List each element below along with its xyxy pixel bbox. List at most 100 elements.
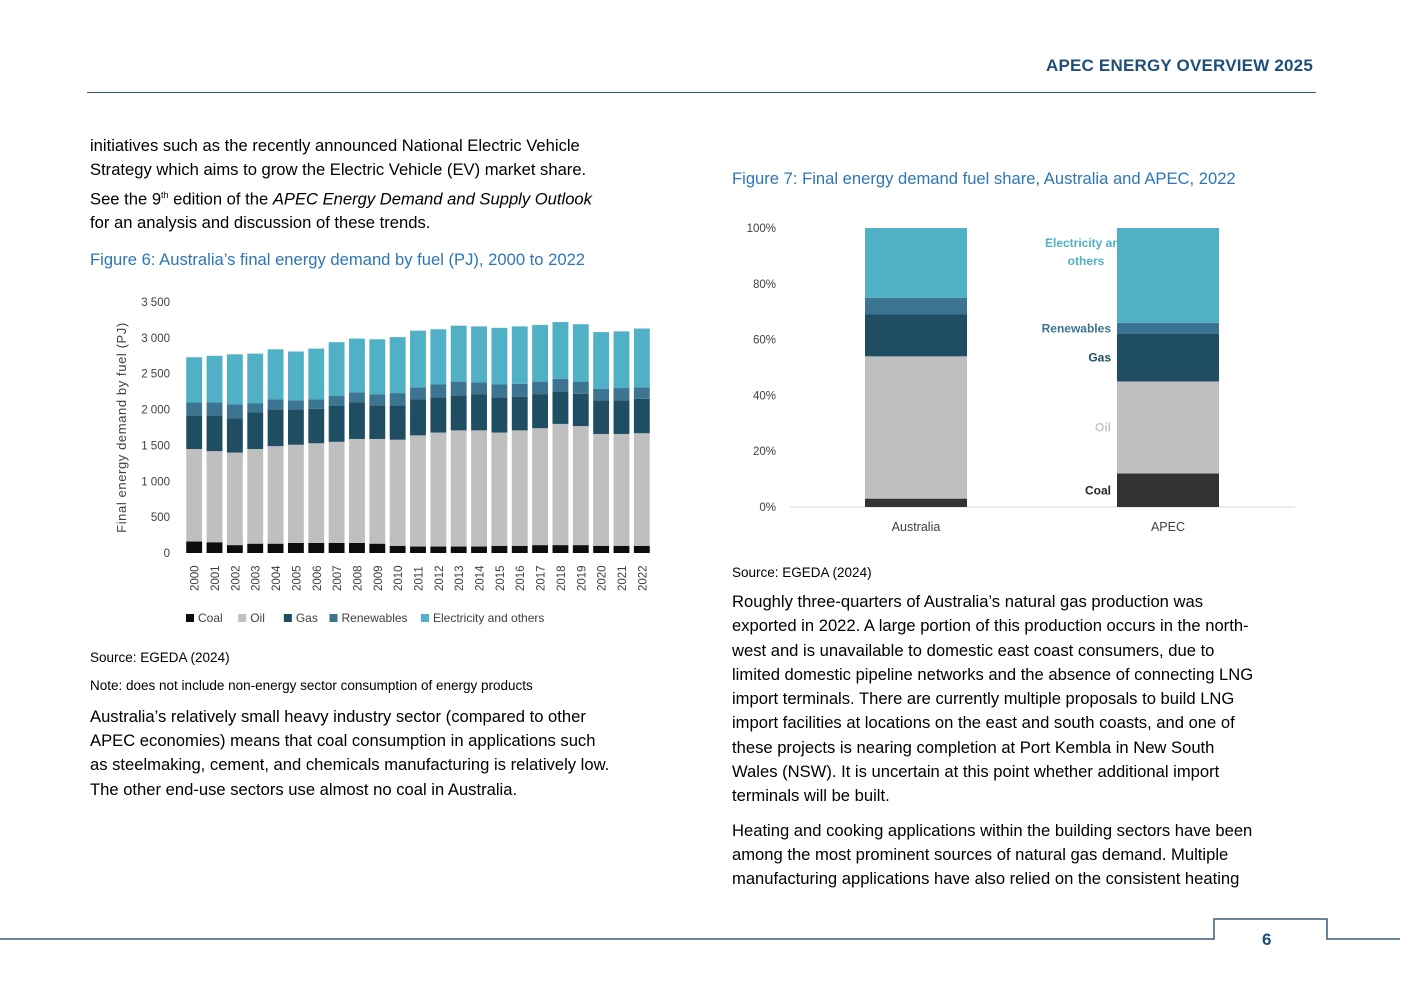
bar-segment-electricity-and-others (633, 328, 650, 388)
bar-segment-electricity-and-others (450, 325, 467, 382)
x-tick-label: 2009 (373, 565, 385, 591)
figure-6-note: Note: does not include non-energy sector… (90, 677, 533, 693)
bar-segment-renewables (247, 402, 264, 413)
bar-segment-oil (633, 432, 650, 546)
x-tick-label: 2015 (495, 565, 507, 591)
para-line: The other end-use sectors use almost no … (90, 779, 518, 799)
y-tick-label: 3 000 (141, 333, 170, 345)
bar-segment-oil (572, 425, 589, 545)
para-line: among the most prominent sources of natu… (732, 844, 1229, 864)
bar-segment-renewables (206, 402, 223, 416)
heating-paragraph: Heating and cooking applications within … (732, 819, 1322, 892)
legend-label: Coal (198, 611, 223, 625)
bar-segment-coal (572, 544, 589, 553)
bar-segment-coal (552, 544, 569, 553)
bar-segment-oil (491, 432, 508, 546)
para-line: Australia’s relatively small heavy indus… (90, 706, 586, 726)
bar-segment-electricity-and-others (267, 349, 284, 400)
x-tick-label: 2008 (352, 565, 364, 591)
x-tick-label: 2017 (536, 565, 548, 591)
x-tick-label: 2013 (454, 565, 466, 591)
bar-segment-gas (328, 405, 345, 442)
figure-6-chart: 0 500 1 000 1 500 2 000 2 500 3 000 3 500 Final … (114, 297, 650, 625)
x-tick-label: 2022 (637, 565, 649, 591)
bar-segment-oil (593, 433, 610, 546)
x-tick-label: 2004 (271, 565, 283, 591)
bar-segment-coal (593, 545, 610, 553)
bar-segment-gas (552, 391, 569, 424)
bar-segment-oil (450, 430, 467, 547)
bar-segment-renewables (267, 399, 284, 410)
bar-segment-gas (308, 408, 325, 443)
legend-label: Electricity and others (433, 611, 544, 625)
footer-rule (0, 918, 1400, 940)
bar-segment-electricity-and-others (593, 331, 610, 389)
bar-segment-oil (267, 445, 284, 544)
y-tick-label: 1 500 (141, 440, 170, 452)
para-line: APEC economies) means that coal consumpt… (90, 731, 596, 751)
bar-segment-renewables (471, 382, 487, 395)
figure-6-source: Source: EGEDA (2024) (90, 649, 230, 665)
x-tick-label: 2007 (332, 565, 344, 591)
bar-segment-renewables (328, 395, 345, 406)
bar-segment-electricity-and-others (511, 326, 528, 384)
bar-segment-coal (865, 498, 967, 507)
bar-segment-renewables (410, 387, 426, 400)
header-rule (87, 92, 1316, 93)
bar-segment-gas (430, 397, 447, 433)
y-tick-label: 0 (164, 548, 170, 560)
bar-segment-gas (287, 409, 304, 445)
para-line: Roughly three-quarters of Australia’s na… (732, 592, 1204, 611)
bar-segment-electricity-and-others (287, 351, 304, 400)
bar-segment-oil (1117, 381, 1219, 474)
bar-segment-oil (206, 450, 223, 542)
x-tick-label: 2010 (393, 565, 405, 591)
bar-segment-gas (369, 404, 386, 439)
bar-segment-coal (308, 542, 325, 553)
legend-label: Gas (296, 611, 318, 625)
bar-segment-coal (287, 542, 304, 553)
bar-segment-coal (349, 542, 365, 553)
gas-exports-paragraph: Roughly three-quarters of Australia’s na… (732, 590, 1322, 809)
x-tick-label: 2012 (434, 565, 446, 591)
bar-segment-oil (226, 452, 243, 545)
bar-segment-coal (328, 542, 345, 553)
legend-label: Renewables (342, 611, 408, 625)
bar-segment-gas (186, 415, 203, 449)
intro-line-3-pre: See the 9 (90, 189, 162, 209)
bar-segment-renewables (389, 392, 406, 405)
bar-segment-gas (593, 399, 610, 434)
y-tick-label: 2 000 (141, 404, 170, 416)
bar-segment-gas (633, 398, 650, 433)
bar-segment-renewables (349, 392, 365, 403)
bar-segment-coal (450, 546, 467, 553)
figure-7-title: Figure 7: Final energy demand fuel share… (732, 169, 1236, 188)
bar-segment-gas (450, 394, 467, 431)
outlook-title-italic: APEC Energy Demand and Supply Outlook (272, 189, 592, 209)
header-title: APEC ENERGY OVERVIEW 2025 (1045, 56, 1313, 75)
bar-segment-renewables (613, 387, 630, 400)
bar-segment-renewables (186, 402, 203, 416)
bar-segment-gas (613, 399, 630, 434)
bar-segment-coal (226, 544, 243, 553)
bar-segment-oil (430, 432, 447, 547)
bar-segment-gas (865, 314, 967, 357)
bar-segment-renewables (287, 399, 304, 410)
y-tick-label: 2 500 (141, 368, 170, 380)
bar-segment-electricity-and-others (226, 354, 243, 405)
intro-paragraph: initiatives such as the recently announc… (90, 134, 670, 236)
bar-segment-gas (267, 409, 284, 446)
legend-swatch (283, 613, 292, 622)
bar-segment-gas (410, 399, 426, 436)
para-line: Wales (NSW). It is uncertain at this poi… (732, 762, 1220, 782)
bar-segment-renewables (865, 297, 967, 315)
bar-segment-electricity-and-others (613, 331, 630, 388)
intro-line-4: for an analysis and discussion of these … (90, 213, 431, 233)
bar-segment-coal (1117, 473, 1219, 507)
bar-segment-electricity-and-others (572, 323, 589, 382)
series-label-renewables: Renewables (1042, 321, 1112, 335)
series-label-electricity: others (1068, 254, 1105, 268)
bar-segment-gas (1117, 334, 1219, 382)
para-line: exported in 2022. A large portion of thi… (732, 616, 1249, 636)
bar-segment-electricity-and-others (471, 326, 487, 383)
